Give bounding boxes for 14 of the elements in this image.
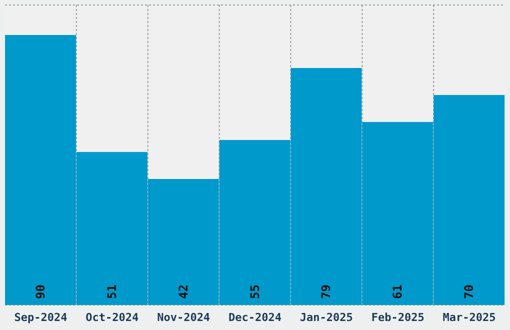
x-tick-label: Feb-2025 xyxy=(371,310,424,324)
data-label: 61 xyxy=(390,284,405,299)
data-label: 51 xyxy=(104,284,119,299)
x-tick-label: Sep-2024 xyxy=(14,310,68,324)
data-label: 90 xyxy=(34,284,48,299)
x-tick-label: Nov-2024 xyxy=(157,310,210,324)
x-tick-label: Jan-2025 xyxy=(300,310,353,324)
x-tick-label: Oct-2024 xyxy=(86,310,140,324)
data-label: 79 xyxy=(319,284,334,299)
data-label: 42 xyxy=(176,284,190,299)
x-tick-label: Dec-2024 xyxy=(228,310,282,324)
x-tick-label: Mar-2025 xyxy=(442,310,496,324)
data-label: 55 xyxy=(248,284,262,299)
data-label: 70 xyxy=(462,284,476,299)
